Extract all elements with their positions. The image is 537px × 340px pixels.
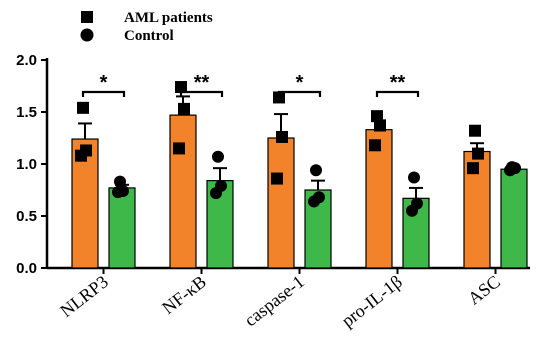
legend-label: AML patients: [124, 10, 213, 26]
data-point-circle: [308, 195, 320, 208]
error-bars-layer: [78, 95, 521, 199]
y-tick-label: 0.0: [16, 260, 37, 277]
data-point-square: [173, 142, 185, 155]
bar: [365, 129, 393, 269]
legend-marker-square: [81, 11, 93, 23]
data-point-square: [469, 124, 481, 137]
significance-bracket: [81, 90, 126, 97]
category-label: NLRP3: [56, 271, 112, 321]
data-point-square: [75, 149, 87, 162]
points-layer: [75, 81, 521, 217]
y-tick-label: 1.0: [16, 156, 37, 173]
significance-label: *: [296, 72, 304, 94]
data-point-square: [271, 172, 283, 185]
legend: AML patients Control: [80, 10, 213, 44]
category-label: NF-κB: [158, 271, 210, 318]
data-point-circle: [504, 164, 516, 177]
y-tick-label: 2.0: [16, 52, 37, 69]
significance-bracket: [375, 90, 420, 97]
significance-label: *: [100, 72, 108, 94]
data-point-circle: [408, 171, 420, 184]
significance-label: **: [194, 72, 210, 94]
significance-layer: * ** * **: [81, 72, 420, 97]
bar: [500, 168, 528, 269]
y-tick-label: 0.5: [16, 208, 37, 225]
significance-bracket: [179, 90, 224, 97]
data-point-square: [273, 91, 285, 104]
y-tick-label: 1.5: [16, 104, 37, 121]
data-point-circle: [406, 204, 418, 217]
bar: [267, 137, 295, 269]
data-point-square: [374, 119, 386, 132]
data-point-square: [467, 162, 479, 175]
data-point-circle: [114, 175, 126, 188]
data-point-circle: [212, 150, 224, 163]
data-point-circle: [310, 164, 322, 177]
data-point-circle: [210, 187, 222, 200]
bar: [169, 114, 197, 269]
data-point-circle: [112, 186, 124, 199]
legend-marker-circle: [80, 28, 94, 42]
legend-label: Control: [124, 28, 174, 44]
significance-label: **: [390, 72, 406, 94]
data-point-square: [175, 81, 187, 94]
bar: [108, 187, 136, 269]
data-point-square: [472, 147, 484, 160]
category-label: ASC: [464, 271, 504, 308]
significance-bracket: [277, 90, 322, 97]
data-point-square: [178, 102, 190, 115]
category-label: caspase-1: [241, 271, 308, 330]
data-point-square: [369, 139, 381, 152]
data-point-square: [77, 101, 89, 114]
bars-layer: [71, 114, 528, 269]
data-point-square: [276, 130, 288, 143]
category-label: pro-IL-1β: [338, 271, 406, 331]
data-point-square: [371, 110, 383, 123]
category-labels: NLRP3 NF-κB caspase-1 pro-IL-1β ASC: [56, 271, 504, 331]
